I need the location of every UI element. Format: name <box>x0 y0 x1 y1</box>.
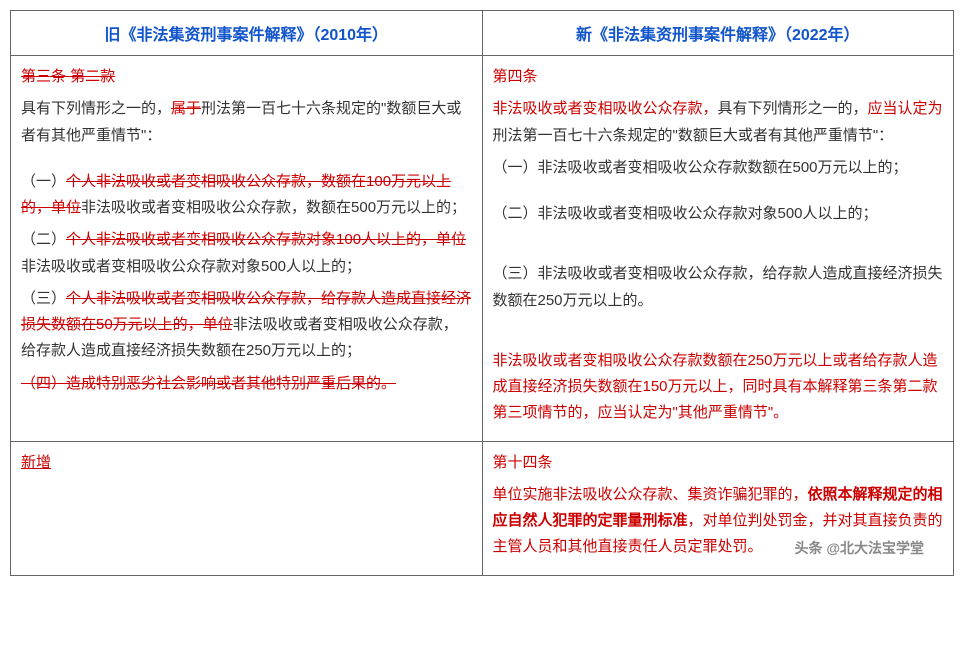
header-row: 旧《非法集资刑事案件解释》（2010年） 新《非法集资刑事案件解释》（2022年… <box>11 11 954 56</box>
new-intro-black: 具有下列情形之一的， <box>718 100 868 117</box>
old-intro-pre: 具有下列情形之一的， <box>21 100 171 117</box>
watermark: 头条 @北大法宝学堂 <box>794 538 924 558</box>
old-num3: （三） <box>21 290 66 307</box>
old-num1: （一） <box>21 173 66 190</box>
new-addition-label: 新增 <box>21 454 51 471</box>
old-num2: （二） <box>21 231 66 248</box>
old-content-2: 新增 <box>11 441 483 575</box>
old-item2-post: 非法吸收或者变相吸收公众存款对象500人以上的； <box>21 258 361 275</box>
article-row-1: 第三条 第二款 具有下列情形之一的，属于刑法第一百七十六条规定的"数额巨大或者有… <box>11 56 954 442</box>
new-extra: 非法吸收或者变相吸收公众存款数额在250万元以上或者给存款人造成直接经济损失数额… <box>493 352 938 422</box>
old-item4-strike: （四）造成特别恶劣社会影响或者其他特别严重后果的。 <box>21 375 396 392</box>
new-text-pre: 单位实施非法吸收公众存款、集资诈骗犯罪的， <box>493 486 808 503</box>
old-item1-post: 非法吸收或者变相吸收公众存款，数额在500万元以上的； <box>81 199 466 216</box>
comparison-table: 旧《非法集资刑事案件解释》（2010年） 新《非法集资刑事案件解释》（2022年… <box>10 10 954 576</box>
new-item3: （三）非法吸收或者变相吸收公众存款，给存款人造成直接经济损失数额在250万元以上… <box>493 261 944 314</box>
old-content-1: 第三条 第二款 具有下列情形之一的，属于刑法第一百七十六条规定的"数额巨大或者有… <box>11 56 483 442</box>
old-header: 旧《非法集资刑事案件解释》（2010年） <box>11 11 483 56</box>
old-article-label: 第三条 第二款 <box>21 68 115 85</box>
old-item2-strike: 个人非法吸收或者变相吸收公众存款对象100人以上的，单位 <box>66 231 466 248</box>
new-item1: （一）非法吸收或者变相吸收公众存款数额在500万元以上的； <box>493 155 944 181</box>
new-intro-red1: 非法吸收或者变相吸收公众存款， <box>493 100 718 117</box>
new-content-1: 第四条 非法吸收或者变相吸收公众存款，具有下列情形之一的，应当认定为刑法第一百七… <box>482 56 954 442</box>
new-item2: （二）非法吸收或者变相吸收公众存款对象500人以上的； <box>493 201 944 227</box>
new-article-label-2: 第十四条 <box>493 454 553 471</box>
new-article-label-1: 第四条 <box>493 68 538 85</box>
new-header: 新《非法集资刑事案件解释》（2022年） <box>482 11 954 56</box>
new-intro-post: 刑法第一百七十六条规定的"数额巨大或者有其他严重情节"： <box>493 127 894 144</box>
new-intro-red2: 应当认定为 <box>868 100 943 117</box>
old-intro-strike: 属于 <box>171 100 201 117</box>
